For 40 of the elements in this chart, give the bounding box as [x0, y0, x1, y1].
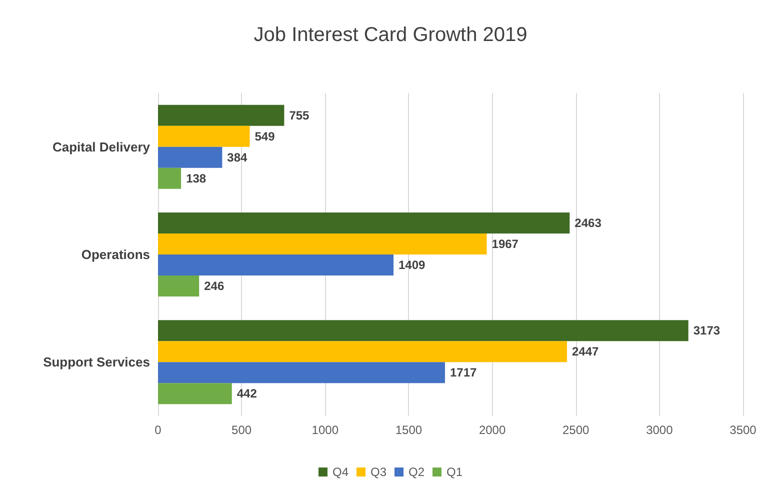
- y-tick-label: Support Services: [43, 354, 150, 370]
- bar: [158, 341, 567, 362]
- legend-label: Q3: [370, 465, 387, 479]
- data-label: 755: [289, 108, 310, 122]
- data-label: 138: [186, 171, 206, 186]
- data-label: 384: [227, 150, 248, 164]
- x-tick-label: 2500: [562, 423, 590, 437]
- x-tick-label: 3500: [730, 423, 757, 437]
- data-label: 3173: [693, 324, 720, 338]
- bar: [158, 234, 487, 254]
- bar: [158, 275, 200, 296]
- x-tick-label: 1500: [395, 423, 422, 437]
- chart-title: Job Interest Card Growth 2019: [254, 24, 528, 46]
- y-tick-label: Capital Delivery: [52, 139, 151, 154]
- data-label: 246: [204, 278, 224, 293]
- bar: [158, 104, 284, 126]
- legend-label: Q2: [408, 465, 425, 479]
- bar: [158, 212, 570, 234]
- y-tick-label: Operations: [81, 247, 150, 262]
- data-label: 442: [236, 386, 258, 401]
- data-label: 1717: [450, 366, 478, 380]
- data-label: 1409: [398, 258, 426, 272]
- bar: [158, 383, 232, 404]
- legend-label: Q1: [446, 465, 463, 479]
- data-label: 2463: [574, 216, 602, 230]
- bar: [158, 126, 250, 147]
- x-tick-label: 3000: [646, 423, 674, 437]
- x-tick-label: 2000: [478, 423, 506, 437]
- bar: [158, 254, 394, 276]
- bar: [158, 320, 688, 342]
- data-label: 2447: [572, 344, 600, 359]
- x-tick-label: 1000: [312, 423, 339, 437]
- x-tick-label: 500: [232, 423, 252, 437]
- bar: [158, 168, 182, 189]
- data-label: 549: [254, 129, 276, 144]
- legend-label: Q4: [332, 465, 349, 479]
- x-tick-label: 0: [154, 423, 162, 437]
- bar: [158, 146, 222, 168]
- data-label: 1967: [492, 237, 519, 252]
- bar: [158, 362, 445, 384]
